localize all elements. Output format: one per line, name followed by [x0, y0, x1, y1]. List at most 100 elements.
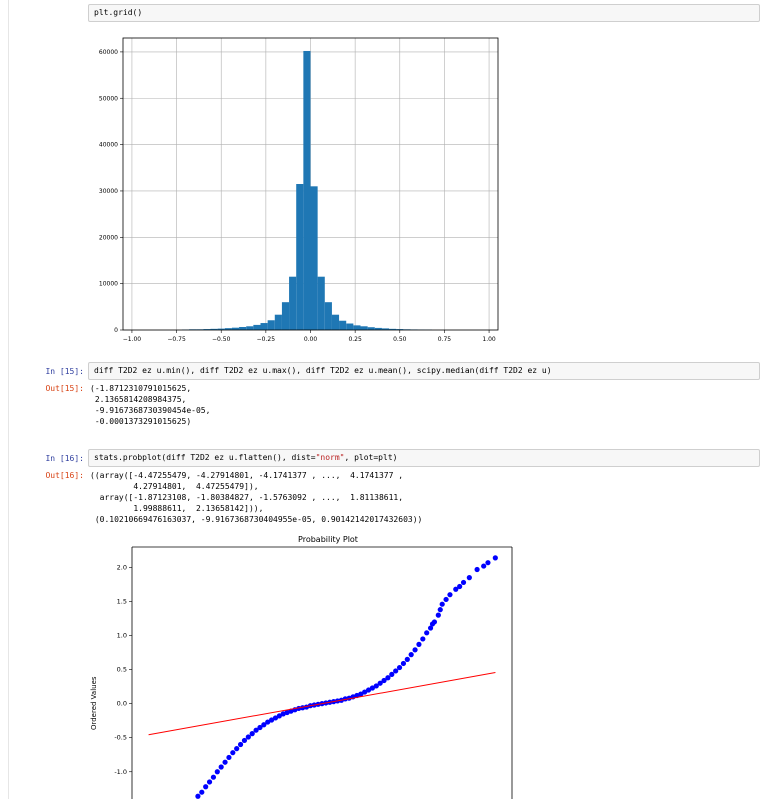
probability-plot-point [373, 683, 379, 689]
histogram-bar [296, 184, 304, 330]
probability-plot-point [210, 774, 217, 780]
in-prompt-16: In [16]: [45, 454, 84, 463]
probability-plot-ytick-label: 1.0 [117, 632, 127, 640]
histogram-bar [346, 323, 354, 330]
histogram-bar [396, 329, 404, 330]
probability-plot-point [393, 668, 399, 674]
histogram-bars [181, 50, 432, 330]
histogram-bar [303, 50, 311, 330]
probability-plot-point [443, 596, 449, 603]
probability-plot-ytick-label: 0.0 [117, 700, 127, 708]
histogram-bar [339, 320, 347, 330]
probability-plot-point [268, 717, 275, 723]
histogram-xtick-label: 0.00 [304, 336, 318, 343]
probability-plot-point [257, 724, 263, 731]
probability-plot-point [447, 592, 453, 598]
probability-plot-point [424, 630, 430, 636]
code-cell-top[interactable]: plt.grid() [88, 4, 760, 22]
probability-plot-ytick-label: -1.0 [114, 768, 127, 776]
probability-plot-point [404, 656, 410, 662]
histogram-ytick-label: 20000 [99, 234, 118, 241]
probability-plot-point [435, 612, 441, 618]
histogram-bar [331, 314, 340, 330]
histogram-ytick-label: 10000 [99, 281, 118, 288]
probability-plot-point [481, 563, 487, 569]
probability-plot-point [265, 719, 271, 725]
histogram-bar [274, 314, 282, 330]
probability-plot-point [276, 713, 282, 719]
probability-plot-point [222, 759, 228, 765]
probability-plot-point [396, 664, 403, 671]
probability-plot-point [230, 750, 236, 756]
histogram-xtick-label: −0.75 [167, 336, 186, 343]
probability-plot-point [365, 687, 372, 693]
probability-plot-point [369, 685, 376, 691]
out-prompt-16: Out[16]: [45, 471, 84, 480]
probability-plot-point [466, 575, 472, 581]
probability-plot-fit-line [148, 672, 496, 736]
code-cell-15[interactable]: diff T2D2 ez u.min(), diff T2D2 ez u.max… [88, 362, 760, 380]
histogram-bar [210, 328, 218, 330]
histogram-bar [381, 328, 390, 330]
probability-plot-point [203, 784, 209, 790]
histogram-bar [239, 326, 247, 330]
probability-plot-point [437, 607, 443, 613]
histogram-xtick-label: 0.75 [438, 336, 452, 343]
histogram-ytick-label: 0 [114, 327, 118, 334]
histogram-chart: −1.00 −0.75 −0.50 −0.25 0.00 0.25 0.50 0.75 1.00… [99, 37, 499, 343]
probability-plot-point [195, 793, 201, 799]
probability-plot-point [241, 737, 248, 744]
histogram-bar [367, 327, 375, 330]
output-16: ((array([-4.47255479, -4.27914801, -4.17… [90, 471, 423, 524]
probability-plot-point [199, 789, 205, 795]
histogram-bar [253, 324, 261, 330]
histogram-xtick-label: 0.50 [393, 336, 407, 343]
code-cell-16[interactable]: stats.probplot(diff T2D2 ez u.flatten(),… [88, 449, 760, 467]
probability-plot-point [389, 671, 395, 677]
probability-plot-point [492, 555, 498, 561]
histogram-bar [281, 302, 290, 330]
probability-plot-point [214, 769, 220, 775]
probability-plot-point [218, 764, 224, 770]
out-prompt-15: Out[15]: [45, 384, 84, 393]
probability-plot-point [420, 636, 426, 642]
probability-plot-point [249, 731, 255, 737]
probability-plot-ytick-label: 1.5 [117, 597, 127, 605]
code-text: plt.grid() [94, 8, 143, 17]
histogram-ticks: −1.00 −0.75 −0.50 −0.25 0.00 0.25 0.50 0.75 1.00… [99, 49, 496, 343]
probability-plot-point [206, 779, 213, 785]
probability-plot-point [408, 652, 414, 658]
probability-plot-point [261, 722, 267, 728]
probability-plot-title: Probability Plot [298, 535, 358, 544]
probability-plot-fit [148, 672, 496, 736]
probability-plot-point [400, 660, 407, 667]
histogram-ytick-label: 50000 [99, 95, 118, 102]
in-prompt-15: In [15]: [45, 367, 84, 376]
probability-plot-ytick-label: 0.5 [117, 666, 127, 674]
probability-plot-point [460, 579, 467, 586]
probability-plot-point [358, 691, 364, 697]
probability-plot-point [377, 680, 383, 686]
histogram-bar [324, 302, 332, 330]
histogram-xtick-label: 1.00 [482, 336, 496, 343]
probability-plot-point [457, 583, 463, 590]
histogram-bar [260, 323, 268, 330]
histogram-xtick-label: −0.25 [257, 336, 276, 343]
histogram-xtick-label: −0.50 [212, 336, 231, 343]
histogram-bar [267, 320, 275, 330]
histogram-bar [360, 326, 368, 330]
code-text-a: stats.probplot(diff T2D2 ez u.flatten(),… [94, 453, 316, 462]
histogram-bar [231, 327, 240, 330]
probability-plot-point [385, 675, 391, 681]
code-string-literal: "norm" [315, 453, 345, 462]
probability-plot-point [362, 689, 368, 695]
probability-plot-ytick-label: -0.5 [114, 734, 127, 742]
histogram-xtick-label: 0.25 [348, 336, 362, 343]
histogram-bar [289, 276, 297, 330]
probability-plot-frame [131, 546, 513, 799]
output-15: (-1.8712310791015625, 2.1365814208984375… [90, 384, 211, 426]
probability-plot-point [485, 560, 491, 566]
probability-plot-point [253, 727, 259, 733]
code-text: diff T2D2 ez u.min(), diff T2D2 ez u.max… [94, 366, 552, 375]
probability-plot-points [195, 555, 498, 799]
